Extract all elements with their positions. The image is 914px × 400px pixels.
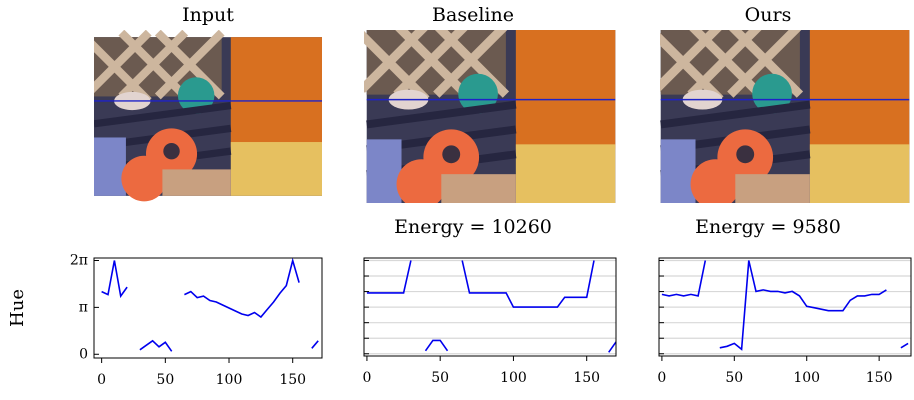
x-tick-label: 50: [431, 370, 449, 386]
plot-frame: [658, 257, 912, 357]
x-tick-label: 150: [573, 370, 600, 386]
y-tick-label: π: [79, 299, 88, 315]
y-tick-label: 2π: [70, 252, 88, 268]
hue-line: [366, 260, 617, 353]
plot-frame: [93, 257, 323, 359]
x-tick-label: 100: [793, 370, 820, 386]
x-tick-label: 100: [500, 370, 527, 386]
panel-title: Baseline: [432, 4, 514, 26]
baseline-image: [357, 25, 616, 209]
hue-line: [661, 260, 909, 351]
energy-label: Energy = 9580: [695, 216, 841, 238]
ours-image: [651, 25, 910, 209]
y-axis-label: Hue: [7, 289, 28, 327]
x-tick-label: 150: [279, 372, 306, 388]
y-tick-label: 0: [79, 346, 88, 362]
panel-title: Input: [182, 4, 234, 26]
x-tick-label: 0: [97, 372, 106, 388]
panel-title: Ours: [745, 4, 792, 26]
x-tick-label: 50: [156, 372, 174, 388]
plot-frame: [363, 257, 617, 357]
x-tick-label: 100: [216, 372, 243, 388]
x-tick-label: 150: [866, 370, 893, 386]
energy-label: Energy = 10260: [394, 216, 552, 238]
x-tick-label: 50: [725, 370, 743, 386]
input-image: [85, 33, 322, 202]
hue-line: [101, 257, 319, 352]
x-tick-label: 0: [362, 370, 371, 386]
x-tick-label: 0: [657, 370, 666, 386]
